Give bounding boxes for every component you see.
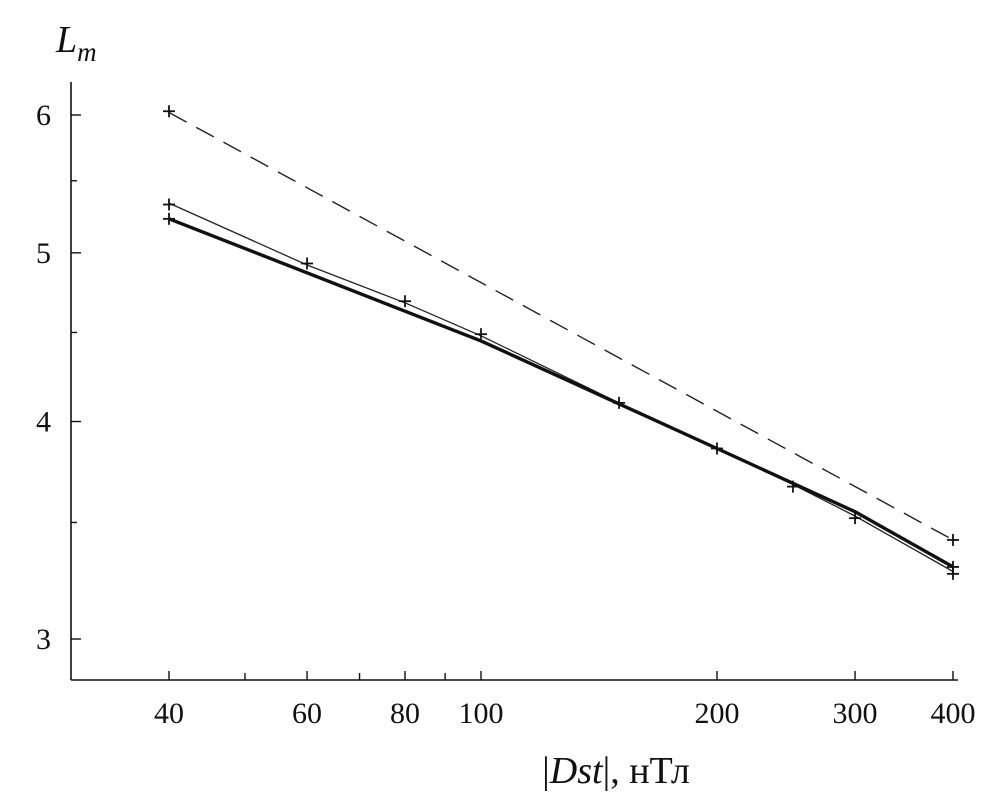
- series-1-marker: [163, 105, 175, 118]
- x-axis-title-bar-right: |: [603, 750, 611, 792]
- series-2-marker: [399, 295, 412, 308]
- y-tick-label: 4: [36, 406, 51, 439]
- series-2-marker: [474, 328, 487, 341]
- x-axis-title-var: Dst: [549, 750, 604, 792]
- y-tick-label: 5: [36, 237, 51, 270]
- y-axis-title: Lm: [55, 19, 97, 67]
- y-tick-label: 3: [36, 623, 51, 656]
- series-2-marker: [301, 257, 314, 270]
- x-tick-label: 80: [390, 697, 420, 730]
- x-tick-label: 400: [931, 697, 976, 730]
- y-tick-label: 6: [36, 99, 51, 132]
- y-axis-title-main: L: [55, 19, 77, 61]
- series-1: [163, 105, 959, 546]
- series-2-line: [168, 202, 954, 573]
- x-axis-title: |Dst|, нТл: [542, 750, 690, 792]
- x-axis-title-bar-left: |: [542, 750, 550, 792]
- y-ticks: 3 4 5 6: [36, 99, 81, 656]
- series-2-marker: [849, 512, 862, 525]
- x-tick-label: 40: [154, 697, 184, 730]
- x-ticks: 40 60 80 100 200 300 400: [154, 671, 976, 730]
- series-3: [163, 212, 954, 569]
- series-2-marker: [163, 198, 175, 211]
- x-tick-label: 200: [694, 697, 739, 730]
- y-axis-title-sub: m: [77, 37, 97, 67]
- series-3-marker: [163, 212, 175, 225]
- x-tick-label: 60: [292, 697, 322, 730]
- series-1-line: [168, 111, 954, 541]
- series-2-marker: [947, 560, 959, 573]
- series-1-marker: [947, 533, 959, 546]
- x-tick-label: 300: [833, 697, 878, 730]
- series-3-line: [168, 217, 954, 569]
- axes: 3 4 5 6 40 60 80 100 200 300 400: [36, 82, 976, 730]
- x-axis-title-unit: , нТл: [610, 750, 690, 792]
- series-2: [163, 198, 959, 580]
- series-layer: [163, 105, 959, 580]
- x-tick-label: 100: [458, 697, 503, 730]
